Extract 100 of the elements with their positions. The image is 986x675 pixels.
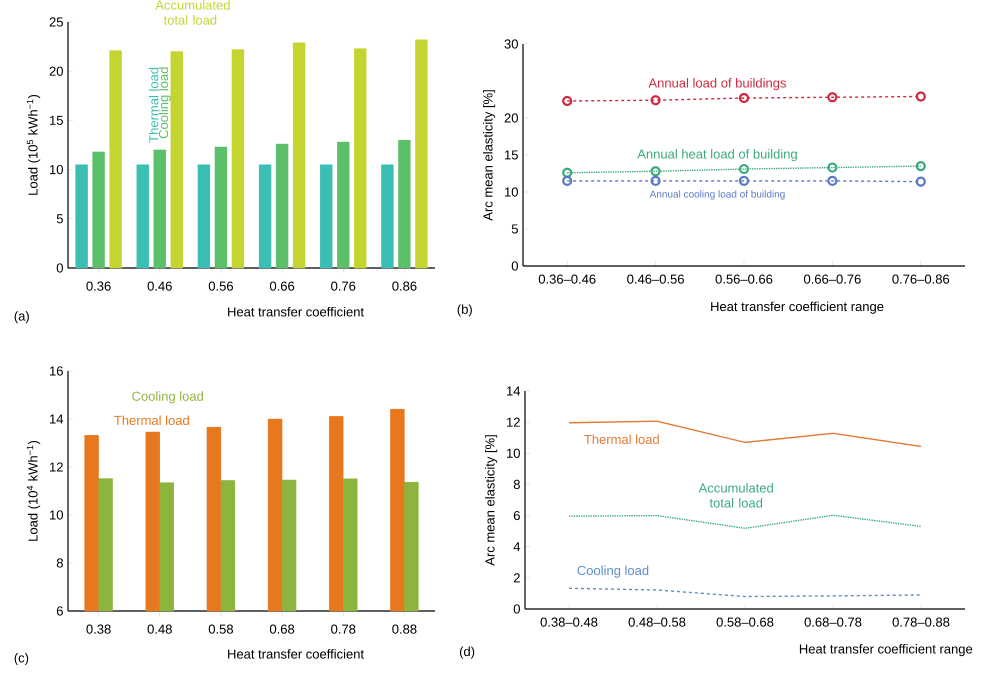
line-series	[568, 514, 922, 530]
series-label: Annual heat load of building	[637, 149, 797, 162]
y-tick-label: 10	[507, 448, 520, 458]
point	[650, 166, 661, 176]
y-tick-label: 10	[50, 510, 63, 520]
x-tick-label: 0.68	[270, 624, 294, 634]
x-tick-label: 0.46	[148, 282, 172, 291]
x-tick-label: 0.56	[208, 282, 234, 291]
point	[562, 176, 572, 186]
bar	[170, 51, 183, 268]
x-tick-label: 0.38	[86, 624, 111, 634]
point	[650, 95, 661, 106]
point	[738, 176, 750, 186]
y-tick-label: 25	[50, 17, 63, 27]
bar	[320, 164, 332, 268]
text: Cooling load	[132, 391, 203, 404]
bar	[276, 144, 288, 268]
y-tick-label: 10	[505, 187, 518, 197]
y-axis-title: Arc mean elasticity [%]	[483, 90, 496, 221]
y-tick-label: 0	[514, 604, 520, 614]
point	[562, 96, 572, 106]
x-axis-title: Heat transfer coefficient range	[711, 302, 884, 314]
series-label: Accumulated total load	[155, 0, 230, 25]
point	[827, 92, 838, 102]
y-tick-label: 12	[507, 418, 520, 427]
bar	[258, 164, 272, 268]
y-tick-label: 8	[56, 558, 63, 568]
text: Cooling load	[158, 67, 171, 138]
bar	[398, 140, 411, 268]
y-tick-label: 8	[514, 480, 520, 490]
line-series	[568, 420, 922, 448]
x-tick-label: 0.48–0.58	[628, 618, 686, 627]
x-tick-label: 0.78	[331, 624, 356, 634]
text: (a)	[14, 311, 29, 324]
x-tick-label: 0.46–0.56	[627, 274, 684, 284]
text: (b)	[458, 304, 472, 316]
bar	[337, 142, 350, 268]
bar	[292, 42, 306, 268]
x-tick-label: 0.48	[148, 624, 172, 634]
text: (d)	[460, 646, 474, 659]
y-tick-label: 0	[512, 261, 518, 271]
y-tick-label: 16	[50, 366, 63, 376]
y-tick-label: 15	[505, 150, 518, 160]
x-axis-title: Heat transfer coefficient range	[800, 644, 972, 656]
x-tick-label: 0.58	[208, 624, 234, 634]
y-axis-title: Load (10$^{5}$ kWh$^{−1}$)	[26, 94, 40, 195]
bar	[214, 146, 228, 268]
x-tick-label: 0.66	[270, 282, 294, 291]
point	[562, 168, 572, 178]
series-label: Thermal load	[114, 415, 189, 425]
bar	[354, 48, 366, 268]
x-tick-label: 0.56–0.66	[716, 274, 772, 284]
y-tick-label: 14	[50, 414, 64, 424]
y-tick-label: 5	[512, 224, 518, 234]
x-tick-label: 0.76	[331, 282, 356, 291]
x-axis-title: Heat transfer coefficient	[228, 649, 364, 659]
x-tick-label: 0.78–0.88	[892, 618, 950, 627]
text: (c)	[14, 652, 28, 666]
bar	[154, 150, 166, 268]
point	[916, 176, 926, 187]
point	[916, 91, 926, 102]
y-tick-label: 15	[50, 116, 63, 125]
y-axis-title: Arc mean elasticity [%]	[485, 435, 498, 566]
point	[738, 164, 750, 174]
y-tick-label: 2	[514, 573, 520, 582]
series-label: Annual load of buildings	[648, 78, 786, 90]
x-tick-label: 0.88	[392, 624, 417, 634]
bar	[198, 164, 210, 268]
bar	[415, 40, 428, 268]
y-tick-label: 4	[514, 542, 520, 552]
x-axis-title: Heat transfer coefficient	[228, 306, 364, 317]
y-tick-label: 20	[504, 113, 518, 123]
x-tick-label: 0.58–0.68	[716, 618, 774, 627]
point	[650, 176, 661, 186]
series-label: Cooling load	[578, 566, 648, 578]
x-tick-label: 0.38–0.48	[540, 618, 598, 627]
x-tick-label: 0.86	[392, 282, 417, 291]
bar	[75, 164, 88, 268]
y-tick-label: 0	[56, 263, 63, 273]
text: Thermal load	[148, 68, 158, 143]
series-label: Annual cooling load of building	[650, 190, 785, 200]
y-tick-label: 20	[50, 66, 63, 76]
x-tick-label: 0.66–0.76	[804, 274, 861, 284]
x-tick-label: 0.36–0.46	[538, 274, 596, 284]
bar	[92, 152, 105, 268]
y-tick-label: 5	[56, 214, 63, 224]
point	[827, 162, 838, 173]
y-tick-label: 6	[56, 606, 63, 616]
bar	[232, 49, 244, 268]
y-axis-title: Load (10$^{4}$ kWh$^{−1}$)	[26, 440, 40, 541]
point	[738, 92, 750, 104]
x-tick-label: 0.76–0.86	[892, 274, 950, 284]
x-tick-label: 0.68–0.78	[804, 618, 862, 627]
point	[916, 160, 926, 172]
line-series	[568, 588, 922, 598]
y-tick-label: 10	[50, 164, 63, 174]
point	[827, 176, 838, 186]
y-tick-label: 6	[514, 510, 520, 520]
y-tick-label: 12	[50, 462, 63, 472]
series-label: Accumulated total load	[698, 483, 773, 508]
